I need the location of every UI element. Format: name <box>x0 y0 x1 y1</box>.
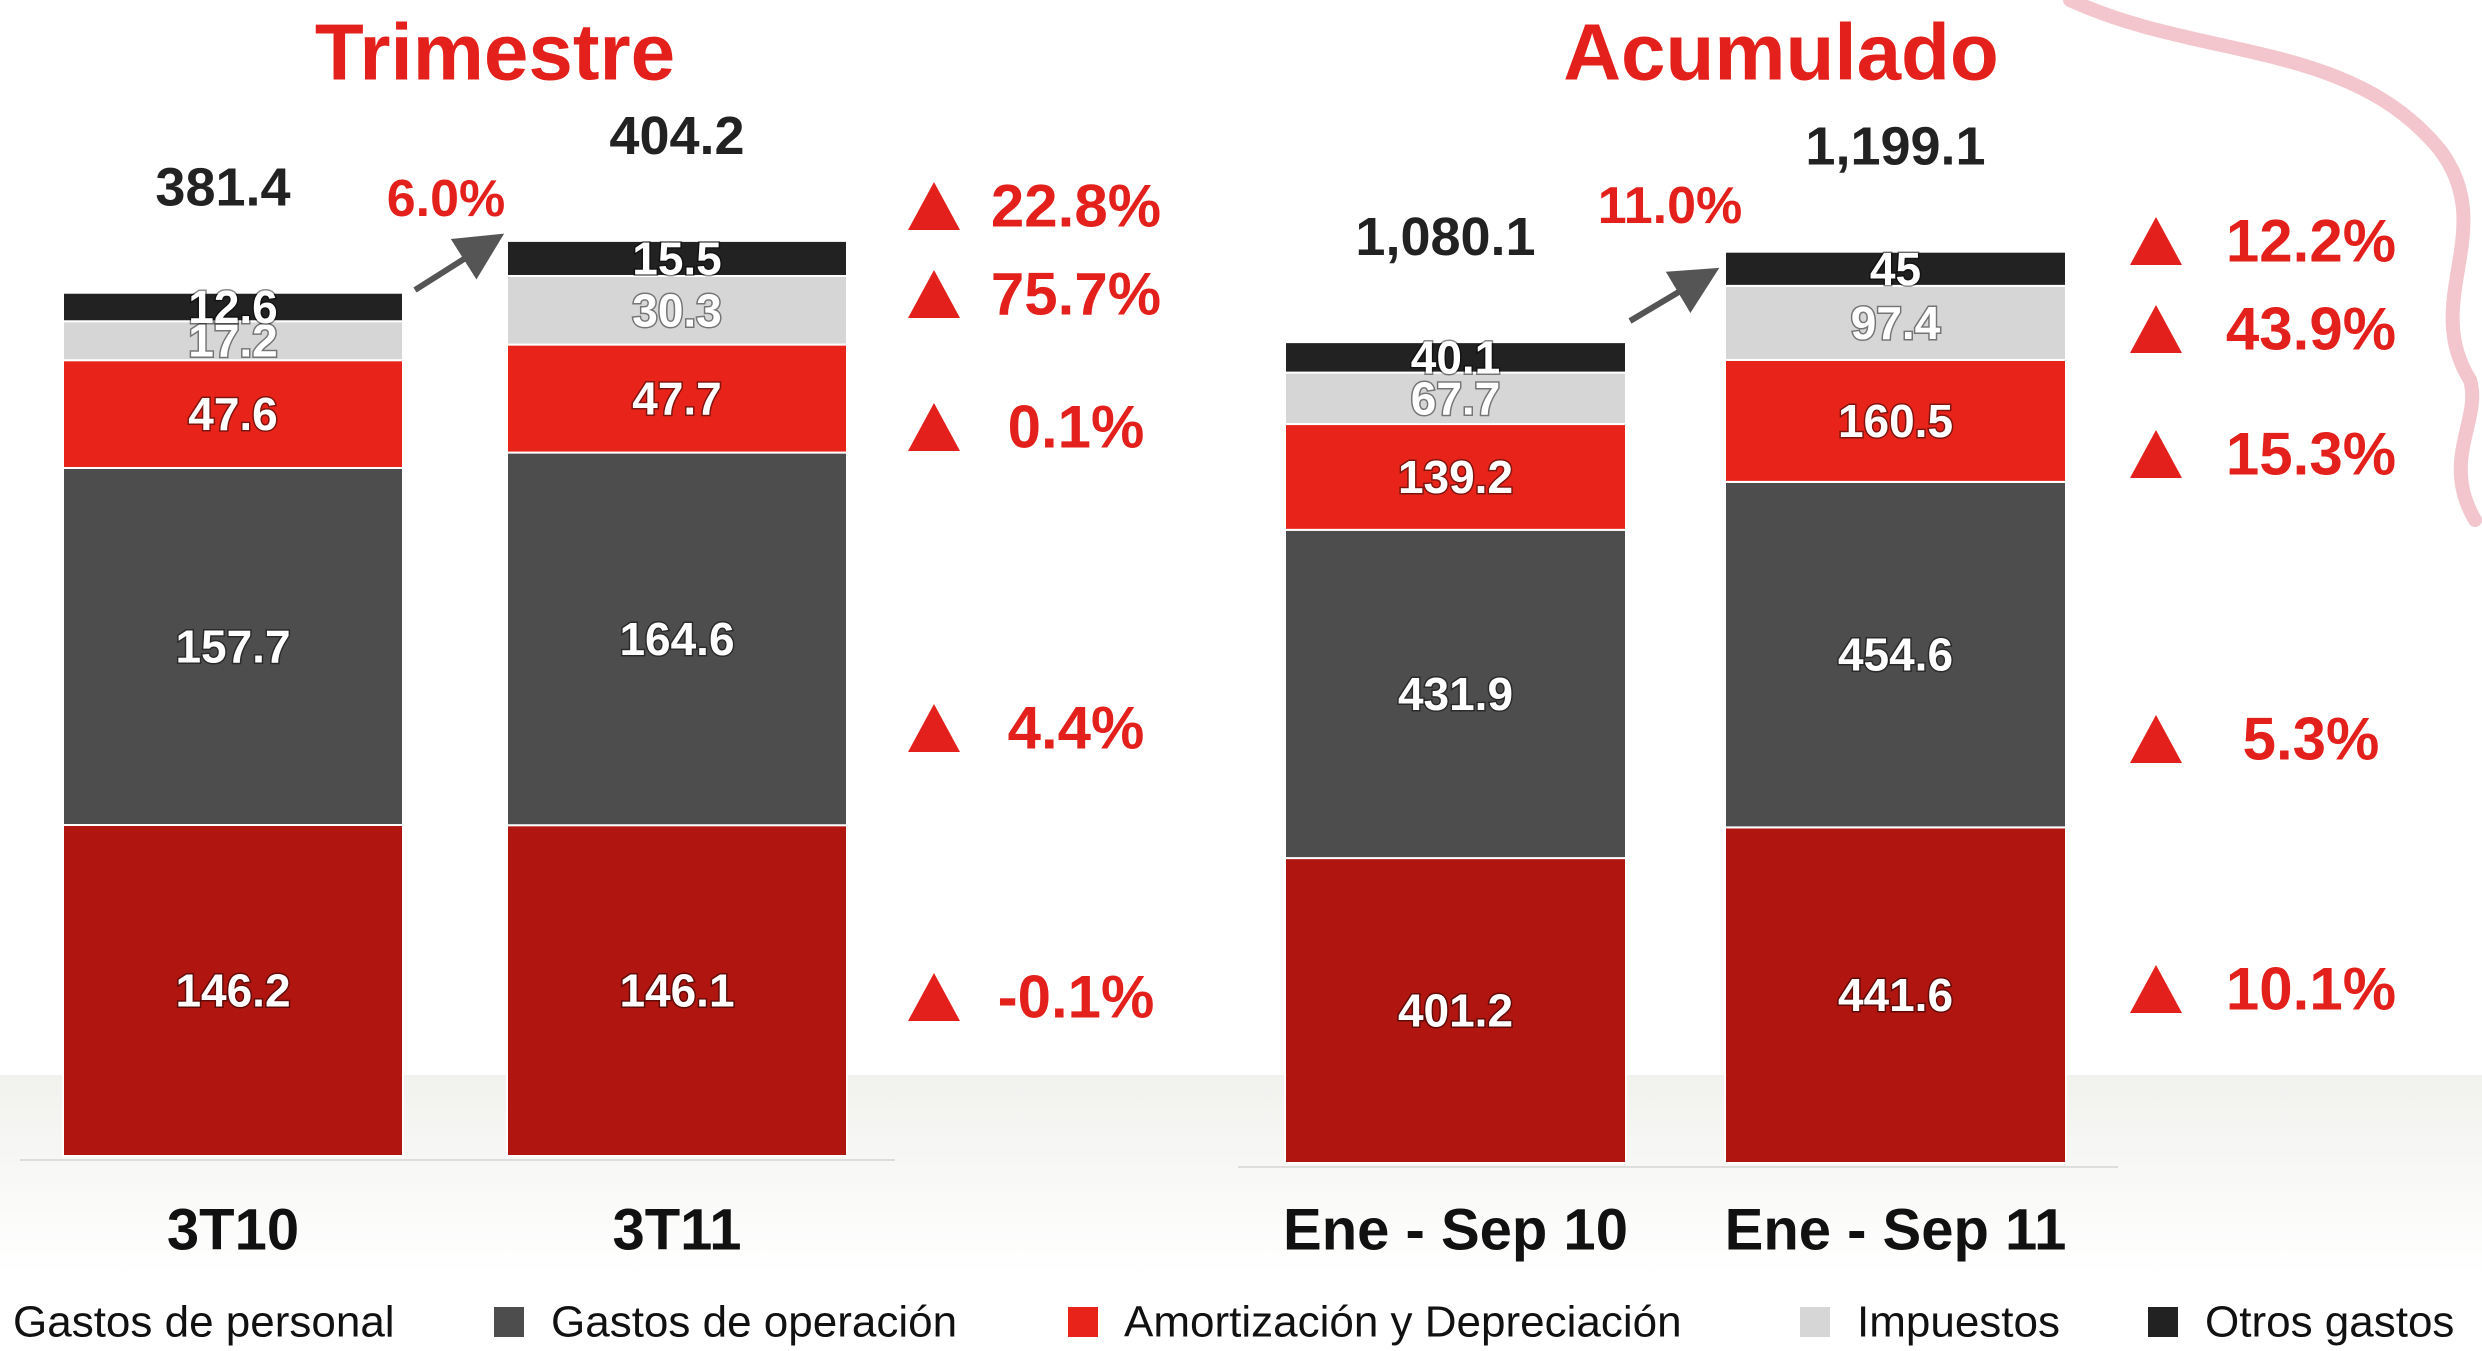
floor-band <box>0 1075 2482 1275</box>
bar-segment <box>506 451 848 827</box>
data-label: 441.6 <box>1838 969 1953 1021</box>
change-triangle <box>2130 305 2182 353</box>
x-tick-label: 3T11 <box>613 1198 742 1263</box>
bar-segment <box>506 274 848 346</box>
change-label: 43.9% <box>2226 296 2396 363</box>
chart-title: Acumulado <box>1563 8 1999 97</box>
total-change: 6.0% <box>387 170 506 228</box>
data-label: 30.3 <box>632 284 722 336</box>
change-arrow <box>1628 267 1720 324</box>
change-label: 0.1% <box>1008 394 1145 461</box>
data-label: 15.5 <box>632 232 722 284</box>
legend-label: Amortización y Depreciación <box>1124 1298 1682 1347</box>
data-label: 17.2 <box>188 315 278 367</box>
data-label: 431.9 <box>1398 668 1513 720</box>
legend-swatch <box>1800 1307 1830 1337</box>
data-label: 139.2 <box>1398 451 1513 503</box>
change-label: 22.8% <box>991 173 1161 240</box>
legend-label: Gastos de personal <box>13 1298 395 1347</box>
data-label: 160.5 <box>1838 395 1953 447</box>
change-arrow <box>413 233 505 293</box>
change-triangle <box>2130 965 2182 1013</box>
bar-segment <box>62 291 404 323</box>
x-tick-label: Ene - Sep 10 <box>1283 1198 1628 1263</box>
change-triangle <box>908 973 960 1021</box>
total-label: 1,080.1 <box>1355 207 1535 267</box>
data-label: 45 <box>1870 243 1921 295</box>
change-triangle <box>908 403 960 451</box>
change-triangle <box>2130 715 2182 763</box>
data-label: 146.1 <box>619 965 734 1017</box>
bar-segment <box>506 239 848 277</box>
change-label: 75.7% <box>991 261 1161 328</box>
data-label: 146.2 <box>175 965 290 1017</box>
change-label: -0.1% <box>998 964 1155 1031</box>
change-triangle <box>908 704 960 752</box>
data-label: 40.1 <box>1411 331 1501 383</box>
legend-swatch <box>494 1307 524 1337</box>
change-label: 15.3% <box>2226 421 2396 488</box>
bar-segment <box>1724 826 2067 1164</box>
bar-segment <box>1284 857 1627 1164</box>
data-label: 97.4 <box>1851 297 1941 349</box>
total-label: 1,199.1 <box>1805 117 1985 177</box>
bar-segment <box>1284 423 1627 531</box>
change-label: 10.1% <box>2226 956 2396 1023</box>
data-label: 47.6 <box>188 388 278 440</box>
change-label: 4.4% <box>1008 695 1145 762</box>
total-change: 11.0% <box>1598 177 1743 235</box>
bar-segment <box>506 343 848 454</box>
change-label: 5.3% <box>2243 706 2380 773</box>
data-label: 157.7 <box>175 620 290 672</box>
bar-segment <box>1284 341 1627 374</box>
total-label: 381.4 <box>155 158 290 218</box>
data-label: 12.6 <box>188 281 278 333</box>
legend-swatch <box>2148 1307 2178 1337</box>
bar-segment <box>1724 284 2067 361</box>
change-triangle <box>908 270 960 318</box>
chart-title: Trimestre <box>315 8 675 97</box>
bar-segment <box>506 824 848 1157</box>
legend-swatch <box>1068 1307 1098 1337</box>
x-tick-label: 3T10 <box>167 1198 299 1263</box>
bar-segment <box>1724 480 2067 829</box>
bar-segment <box>1724 250 2067 287</box>
decoration <box>2063 0 2482 527</box>
x-tick-label: Ene - Sep 11 <box>1725 1198 2067 1263</box>
legend-label: Impuestos <box>1857 1298 2060 1347</box>
bar-segment <box>62 824 404 1157</box>
data-label: 67.7 <box>1411 372 1501 424</box>
bar-segment <box>1284 371 1627 426</box>
data-label: 454.6 <box>1838 629 1953 681</box>
change-triangle <box>2130 430 2182 478</box>
data-label: 47.7 <box>632 373 722 425</box>
bar-segment <box>1284 528 1627 860</box>
legend-label: Otros gastos <box>2205 1298 2454 1347</box>
change-triangle <box>2130 217 2182 265</box>
bar-segment <box>1724 358 2067 483</box>
change-triangle <box>908 182 960 230</box>
data-label: 164.6 <box>619 613 734 665</box>
change-label: 12.2% <box>2226 208 2396 275</box>
legend-label: Gastos de operación <box>551 1298 957 1347</box>
data-label: 401.2 <box>1398 985 1513 1037</box>
bar-segment <box>62 466 404 827</box>
total-label: 404.2 <box>609 106 744 166</box>
